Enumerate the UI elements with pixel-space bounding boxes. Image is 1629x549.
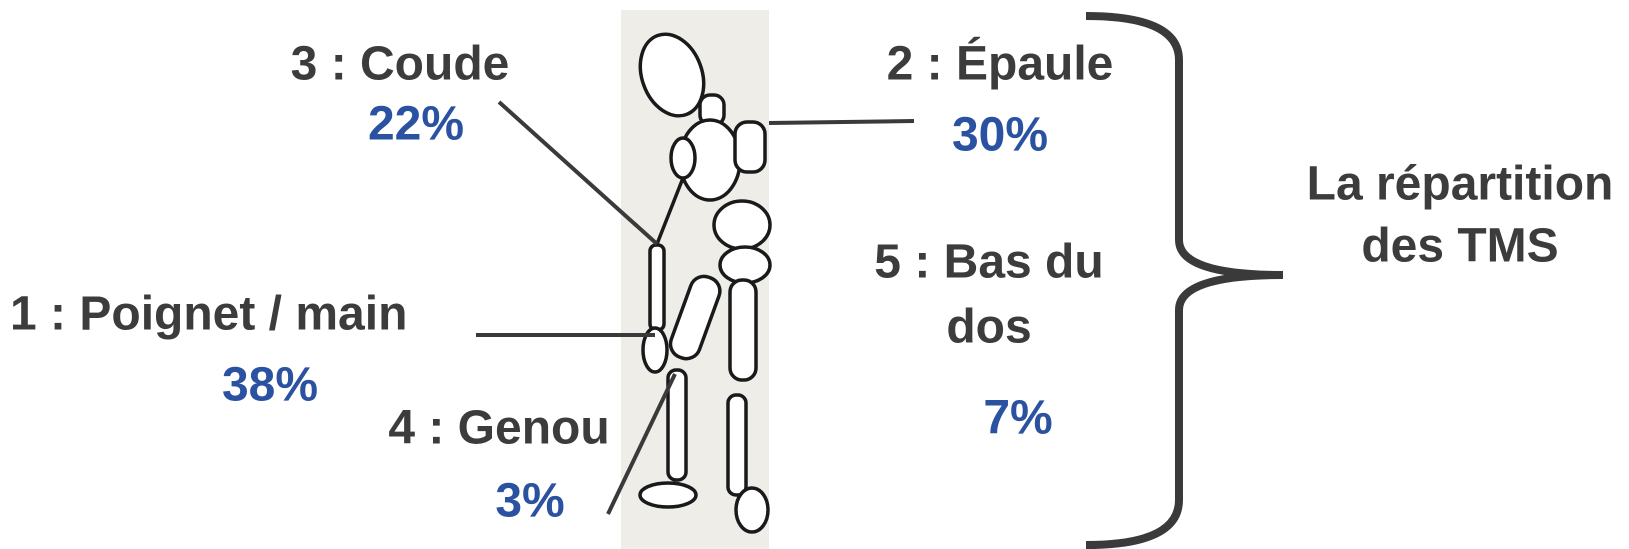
leader-line [769,121,914,123]
node-share: 7% [983,392,1052,445]
node-label: dos [946,301,1031,354]
diagram: 3 : Coude 22% 2 : Épaule 30% 1 : Poignet… [0,0,1629,549]
node-share: 30% [952,109,1048,162]
node-share: 22% [368,98,464,151]
brace-label: des TMS [1361,220,1558,273]
page: 3 : Coude 22% 2 : Épaule 30% 1 : Poignet… [0,0,1629,549]
node-label: 5 : Bas du [874,236,1103,289]
node-label: 3 : Coude [291,38,510,91]
node-label: 1 : Poignet / main [10,288,407,341]
node-share: 3% [495,475,564,528]
brace-label: La répartition [1307,158,1614,211]
node-share: 38% [222,359,318,412]
node-label: 2 : Épaule [887,37,1114,91]
brace [1086,16,1283,545]
node-label: 4 : Genou [388,402,609,455]
